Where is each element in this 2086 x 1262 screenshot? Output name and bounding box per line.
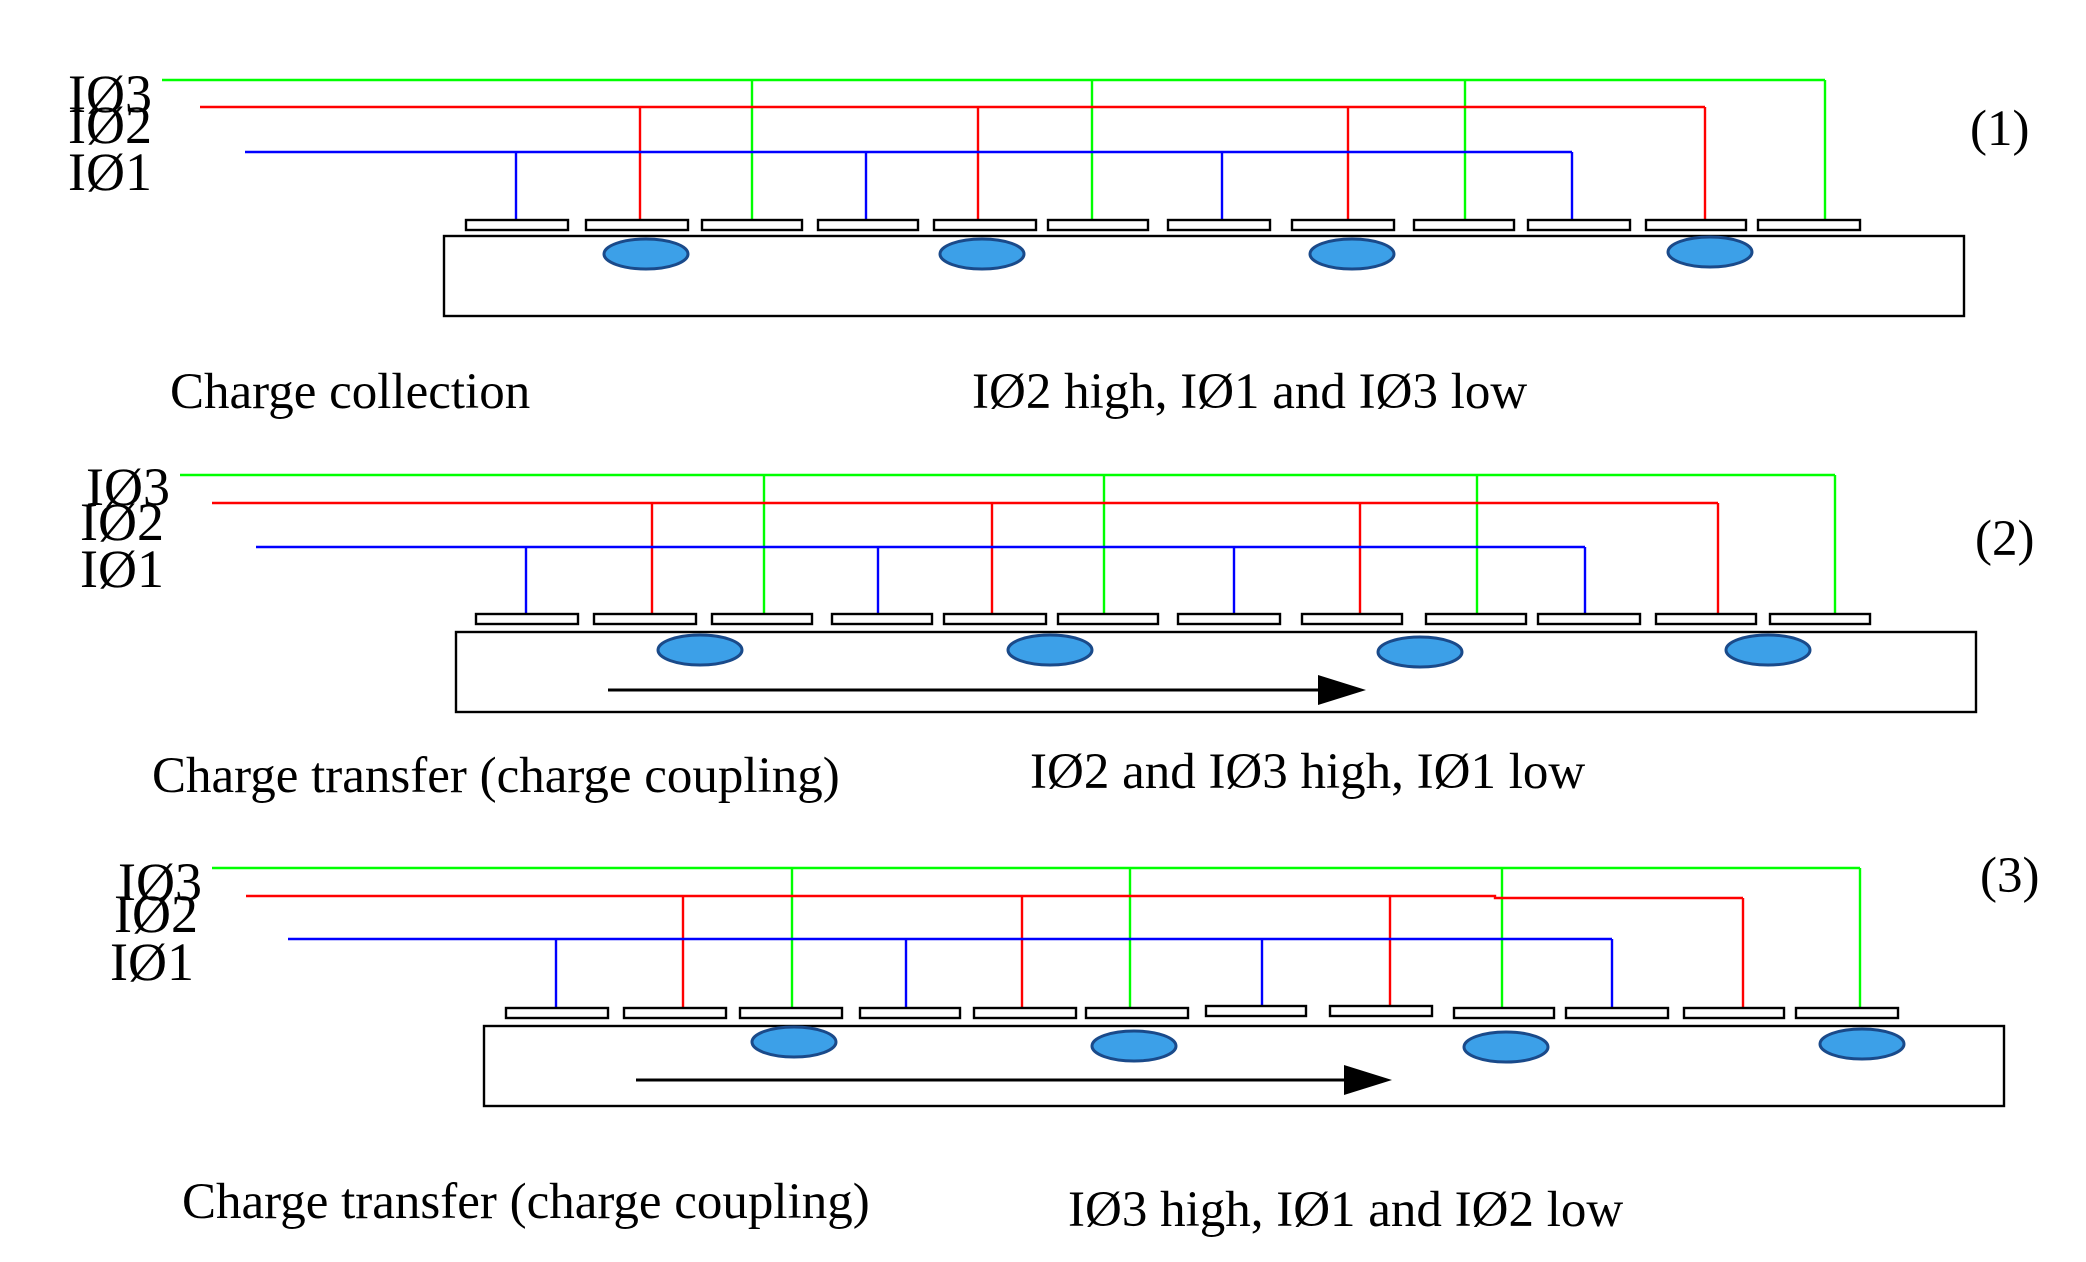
gate-electrode: [1654, 612, 1758, 626]
phase-2-bus: [200, 105, 1707, 220]
charge-packet: [1308, 237, 1396, 271]
stage-left-caption: Charge transfer (charge coupling): [182, 1174, 870, 1230]
charge-packet: [750, 1025, 838, 1059]
gate-electrodes: [474, 612, 1872, 626]
phase-2-bus: [212, 501, 1720, 614]
phase-label-3: IØ3: [86, 457, 170, 517]
gate-electrode: [1564, 1006, 1670, 1020]
stage-number: (3): [1980, 848, 2039, 904]
phase-1-bus: [245, 150, 1574, 220]
phase-label-1: IØ1: [68, 142, 152, 202]
gate-electrode: [1682, 1006, 1786, 1020]
phase-3-bus: [180, 473, 1837, 614]
stage-3: IØ3 IØ2 IØ1: [110, 848, 2039, 1238]
phase-label-2: IØ2: [114, 884, 198, 944]
transfer-arrow: [608, 675, 1366, 705]
gate-electrode: [1526, 218, 1632, 232]
phase-label-3: IØ3: [118, 852, 202, 912]
stage-right-caption: IØ3 high, IØ1 and IØ2 low: [1068, 1182, 1623, 1238]
charge-packet: [938, 237, 1026, 271]
charge-packets: [602, 235, 1754, 271]
charge-packet: [1666, 235, 1754, 269]
gate-electrode: [1166, 218, 1272, 232]
stage-number: (2): [1975, 511, 2034, 567]
gate-electrodes: [464, 218, 1862, 232]
phase-1-bus: [288, 937, 1614, 1008]
gate-electrode: [1412, 218, 1516, 232]
gate-electrode: [1768, 612, 1872, 626]
transfer-arrow: [636, 1065, 1392, 1095]
phase-label-2: IØ2: [68, 95, 152, 155]
charge-packet: [1376, 635, 1464, 669]
charge-packet: [1006, 633, 1094, 667]
gate-electrode: [858, 1006, 962, 1020]
charge-packet: [1462, 1030, 1550, 1064]
gate-electrode: [1056, 612, 1160, 626]
gate-electrode: [816, 218, 920, 232]
gate-electrode: [474, 612, 580, 626]
gate-electrode: [1300, 612, 1404, 626]
gate-electrode: [464, 218, 570, 232]
gate-electrodes: [504, 1004, 1900, 1020]
stage-2: IØ3 IØ2 IØ1: [80, 457, 2034, 804]
gate-electrode: [972, 1006, 1078, 1020]
charge-packet: [1090, 1029, 1178, 1063]
gate-electrode: [1794, 1006, 1900, 1020]
stage-right-caption: IØ2 and IØ3 high, IØ1 low: [1030, 744, 1585, 800]
gate-electrode: [1756, 218, 1862, 232]
phase-label-1: IØ1: [110, 932, 194, 992]
charge-packet: [1724, 633, 1812, 667]
stage-left-caption: Charge transfer (charge coupling): [152, 748, 840, 804]
gate-electrode: [710, 612, 814, 626]
phase-1-bus: [256, 545, 1587, 614]
stage-right-caption: IØ2 high, IØ1 and IØ3 low: [972, 364, 1527, 420]
gate-electrode: [830, 612, 934, 626]
phase-label-3: IØ3: [68, 64, 152, 124]
substrate: [482, 1024, 2006, 1108]
gate-electrode: [1204, 1004, 1308, 1018]
gate-electrode: [1084, 1006, 1190, 1020]
phase-label-2: IØ2: [80, 492, 164, 552]
charge-packet: [1818, 1027, 1906, 1061]
gate-electrode: [1424, 612, 1528, 626]
gate-electrode: [1176, 612, 1282, 626]
gate-electrode: [700, 218, 804, 232]
gate-electrode: [1046, 218, 1150, 232]
charge-packets: [656, 633, 1812, 669]
gate-electrode: [504, 1006, 610, 1020]
gate-electrode: [1328, 1004, 1434, 1018]
gate-electrode: [1644, 218, 1748, 232]
charge-packet: [656, 633, 744, 667]
stage-1: IØ3 IØ2 IØ1: [68, 64, 2029, 420]
stage-left-caption: Charge collection: [170, 364, 530, 420]
gate-electrode: [932, 218, 1038, 232]
gate-electrode: [738, 1006, 844, 1020]
charge-packets: [750, 1025, 1906, 1064]
phase-labels: IØ3 IØ2 IØ1: [110, 852, 202, 992]
phase-3-bus: [162, 78, 1827, 220]
gate-electrode: [622, 1006, 728, 1020]
gate-electrode: [592, 612, 698, 626]
phase-2-bus: [246, 894, 1745, 1008]
gate-electrode: [942, 612, 1048, 626]
stage-number: (1): [1970, 101, 2029, 157]
phase-labels: IØ3 IØ2 IØ1: [68, 64, 152, 202]
gate-electrode: [1536, 612, 1642, 626]
gate-electrode: [1290, 218, 1396, 232]
gate-electrode: [584, 218, 690, 232]
phase-labels: IØ3 IØ2 IØ1: [80, 457, 170, 599]
gate-electrode: [1452, 1006, 1556, 1020]
phase-label-1: IØ1: [80, 539, 164, 599]
charge-packet: [602, 237, 690, 271]
